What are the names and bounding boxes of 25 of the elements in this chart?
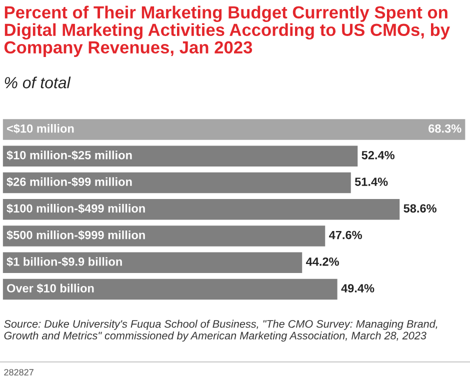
bar [2,172,351,194]
bar [2,199,400,220]
bar [2,252,302,274]
data-label: 47.6% [329,230,362,240]
y-tick-label: <$10 million [7,124,74,134]
data-label: 51.4% [354,178,388,186]
bar [2,146,358,167]
bar [2,119,466,140]
y-tick-label: $10 million-$25 million [6,150,132,160]
data-label: 68.3% [428,124,462,133]
y-tick-label: $1 billion-$9.9 billion [6,256,122,267]
y-tick-label: $500 million-$999 million [6,230,145,240]
data-label: 58.6% [404,204,436,213]
data-label: 52.4% [362,150,394,160]
chart-subtitle: % of total [4,76,71,88]
data-label: 44.2% [306,257,339,266]
text: 282827 [4,369,34,376]
y-tick-label: $26 million-$99 million [6,177,132,187]
bar [2,226,326,246]
data-label: 49.4% [341,284,374,292]
y-tick-label: Over $10 billion [7,284,94,294]
chart-title: Percent of Their Marketing Budget Currently Spent on Digital Marketing Activities According to US CMOs, by Company Revenues, Jan 2023 [4,6,450,57]
source-note: Source: Duke University's Fuqua School of Business, "The CMO Survey: Managing Brand, Growth and Metrics" commissioned by American Marketing Association, March 28, 2023 [4,320,438,342]
bar [2,278,338,300]
y-tick-label: $100 million-$499 million [6,204,145,214]
